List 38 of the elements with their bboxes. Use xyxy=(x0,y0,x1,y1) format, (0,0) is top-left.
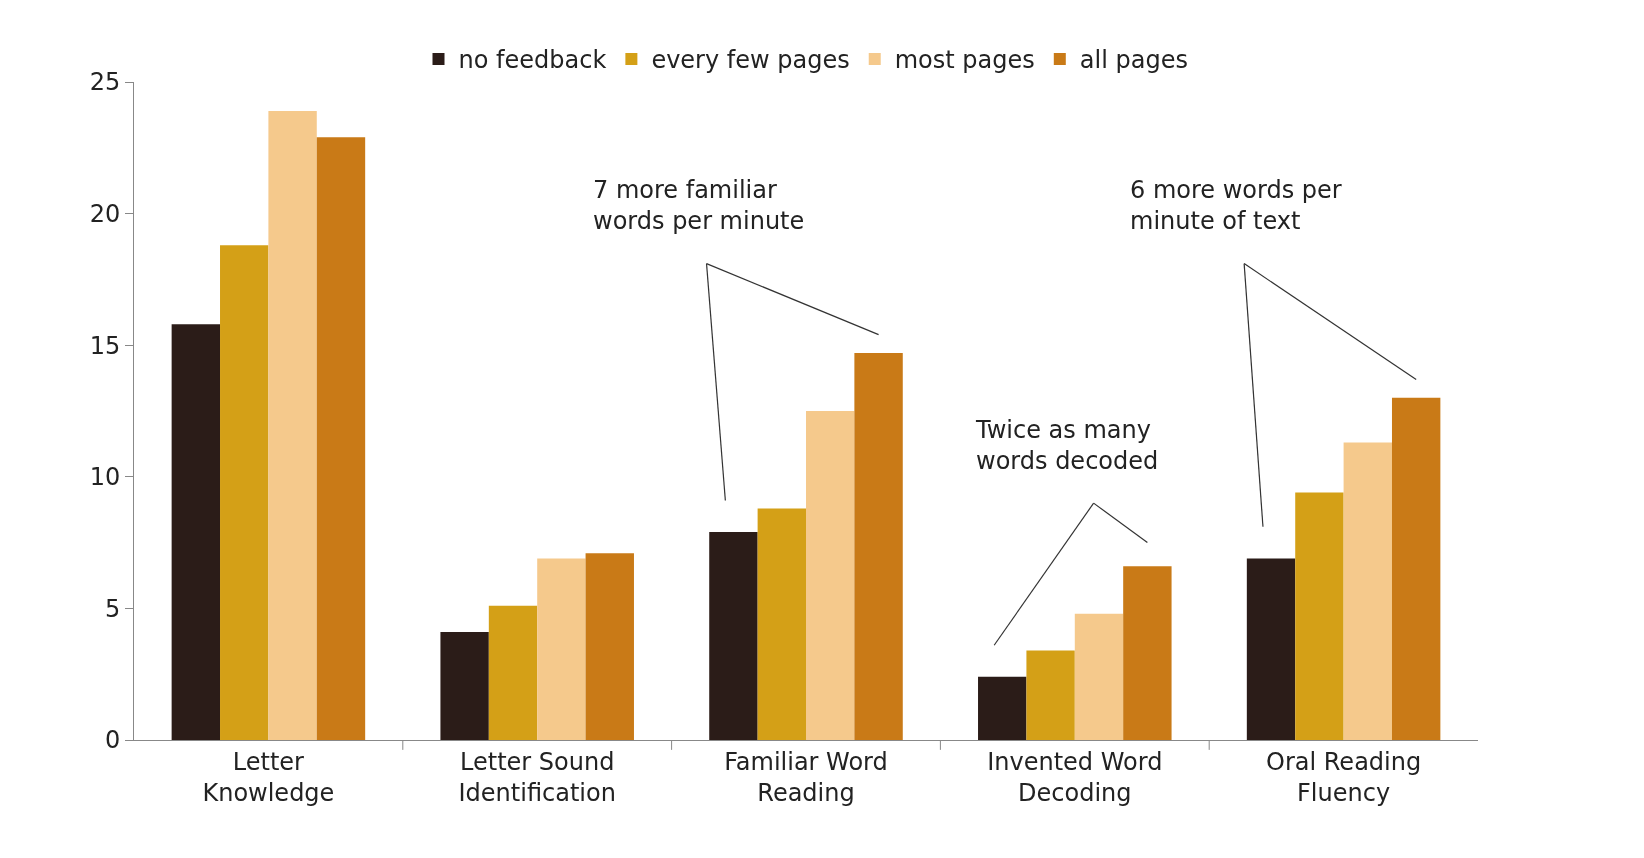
bar xyxy=(440,632,489,740)
y-tick-label: 10 xyxy=(89,463,121,492)
bar xyxy=(268,110,317,740)
x-tick-label: Letter Knowledge xyxy=(202,747,335,807)
bar xyxy=(316,137,366,740)
legend-label: no feedback xyxy=(458,46,607,75)
bar xyxy=(1026,650,1075,740)
bar xyxy=(1246,558,1296,740)
bar xyxy=(1295,492,1344,740)
bar xyxy=(585,553,634,740)
x-tick-label: Familiar Word Reading xyxy=(724,747,888,807)
y-tick-label: 0 xyxy=(104,726,121,755)
y-tick-label: 25 xyxy=(89,68,121,97)
bar xyxy=(978,676,1027,740)
x-tick-label: Invented Word Decoding xyxy=(987,747,1163,807)
annotation: Twice as many words decoded xyxy=(975,416,1159,476)
bar xyxy=(220,245,269,740)
bar xyxy=(709,532,758,740)
x-tick-label: Letter Sound Identification xyxy=(458,747,616,807)
y-tick-label: 15 xyxy=(89,331,121,360)
bar xyxy=(854,353,903,740)
bar xyxy=(1391,397,1441,740)
bar xyxy=(488,605,538,740)
bar xyxy=(1343,442,1392,740)
bar xyxy=(537,558,586,740)
bar xyxy=(806,411,855,740)
annotation: 6 more words per minute of text xyxy=(1130,176,1342,236)
legend-label: most pages xyxy=(894,46,1035,75)
y-tick-label: 20 xyxy=(89,200,121,228)
legend-label: every few pages xyxy=(651,46,850,75)
bar xyxy=(1123,566,1172,740)
bar xyxy=(171,324,221,740)
annotation: 7 more familiar words per minute xyxy=(593,176,805,236)
bar xyxy=(1074,613,1124,740)
y-tick-label: 5 xyxy=(104,594,121,623)
bar xyxy=(757,508,806,740)
x-tick-label: Oral Reading Fluency xyxy=(1266,747,1422,807)
legend-label: all pages xyxy=(1079,46,1188,75)
